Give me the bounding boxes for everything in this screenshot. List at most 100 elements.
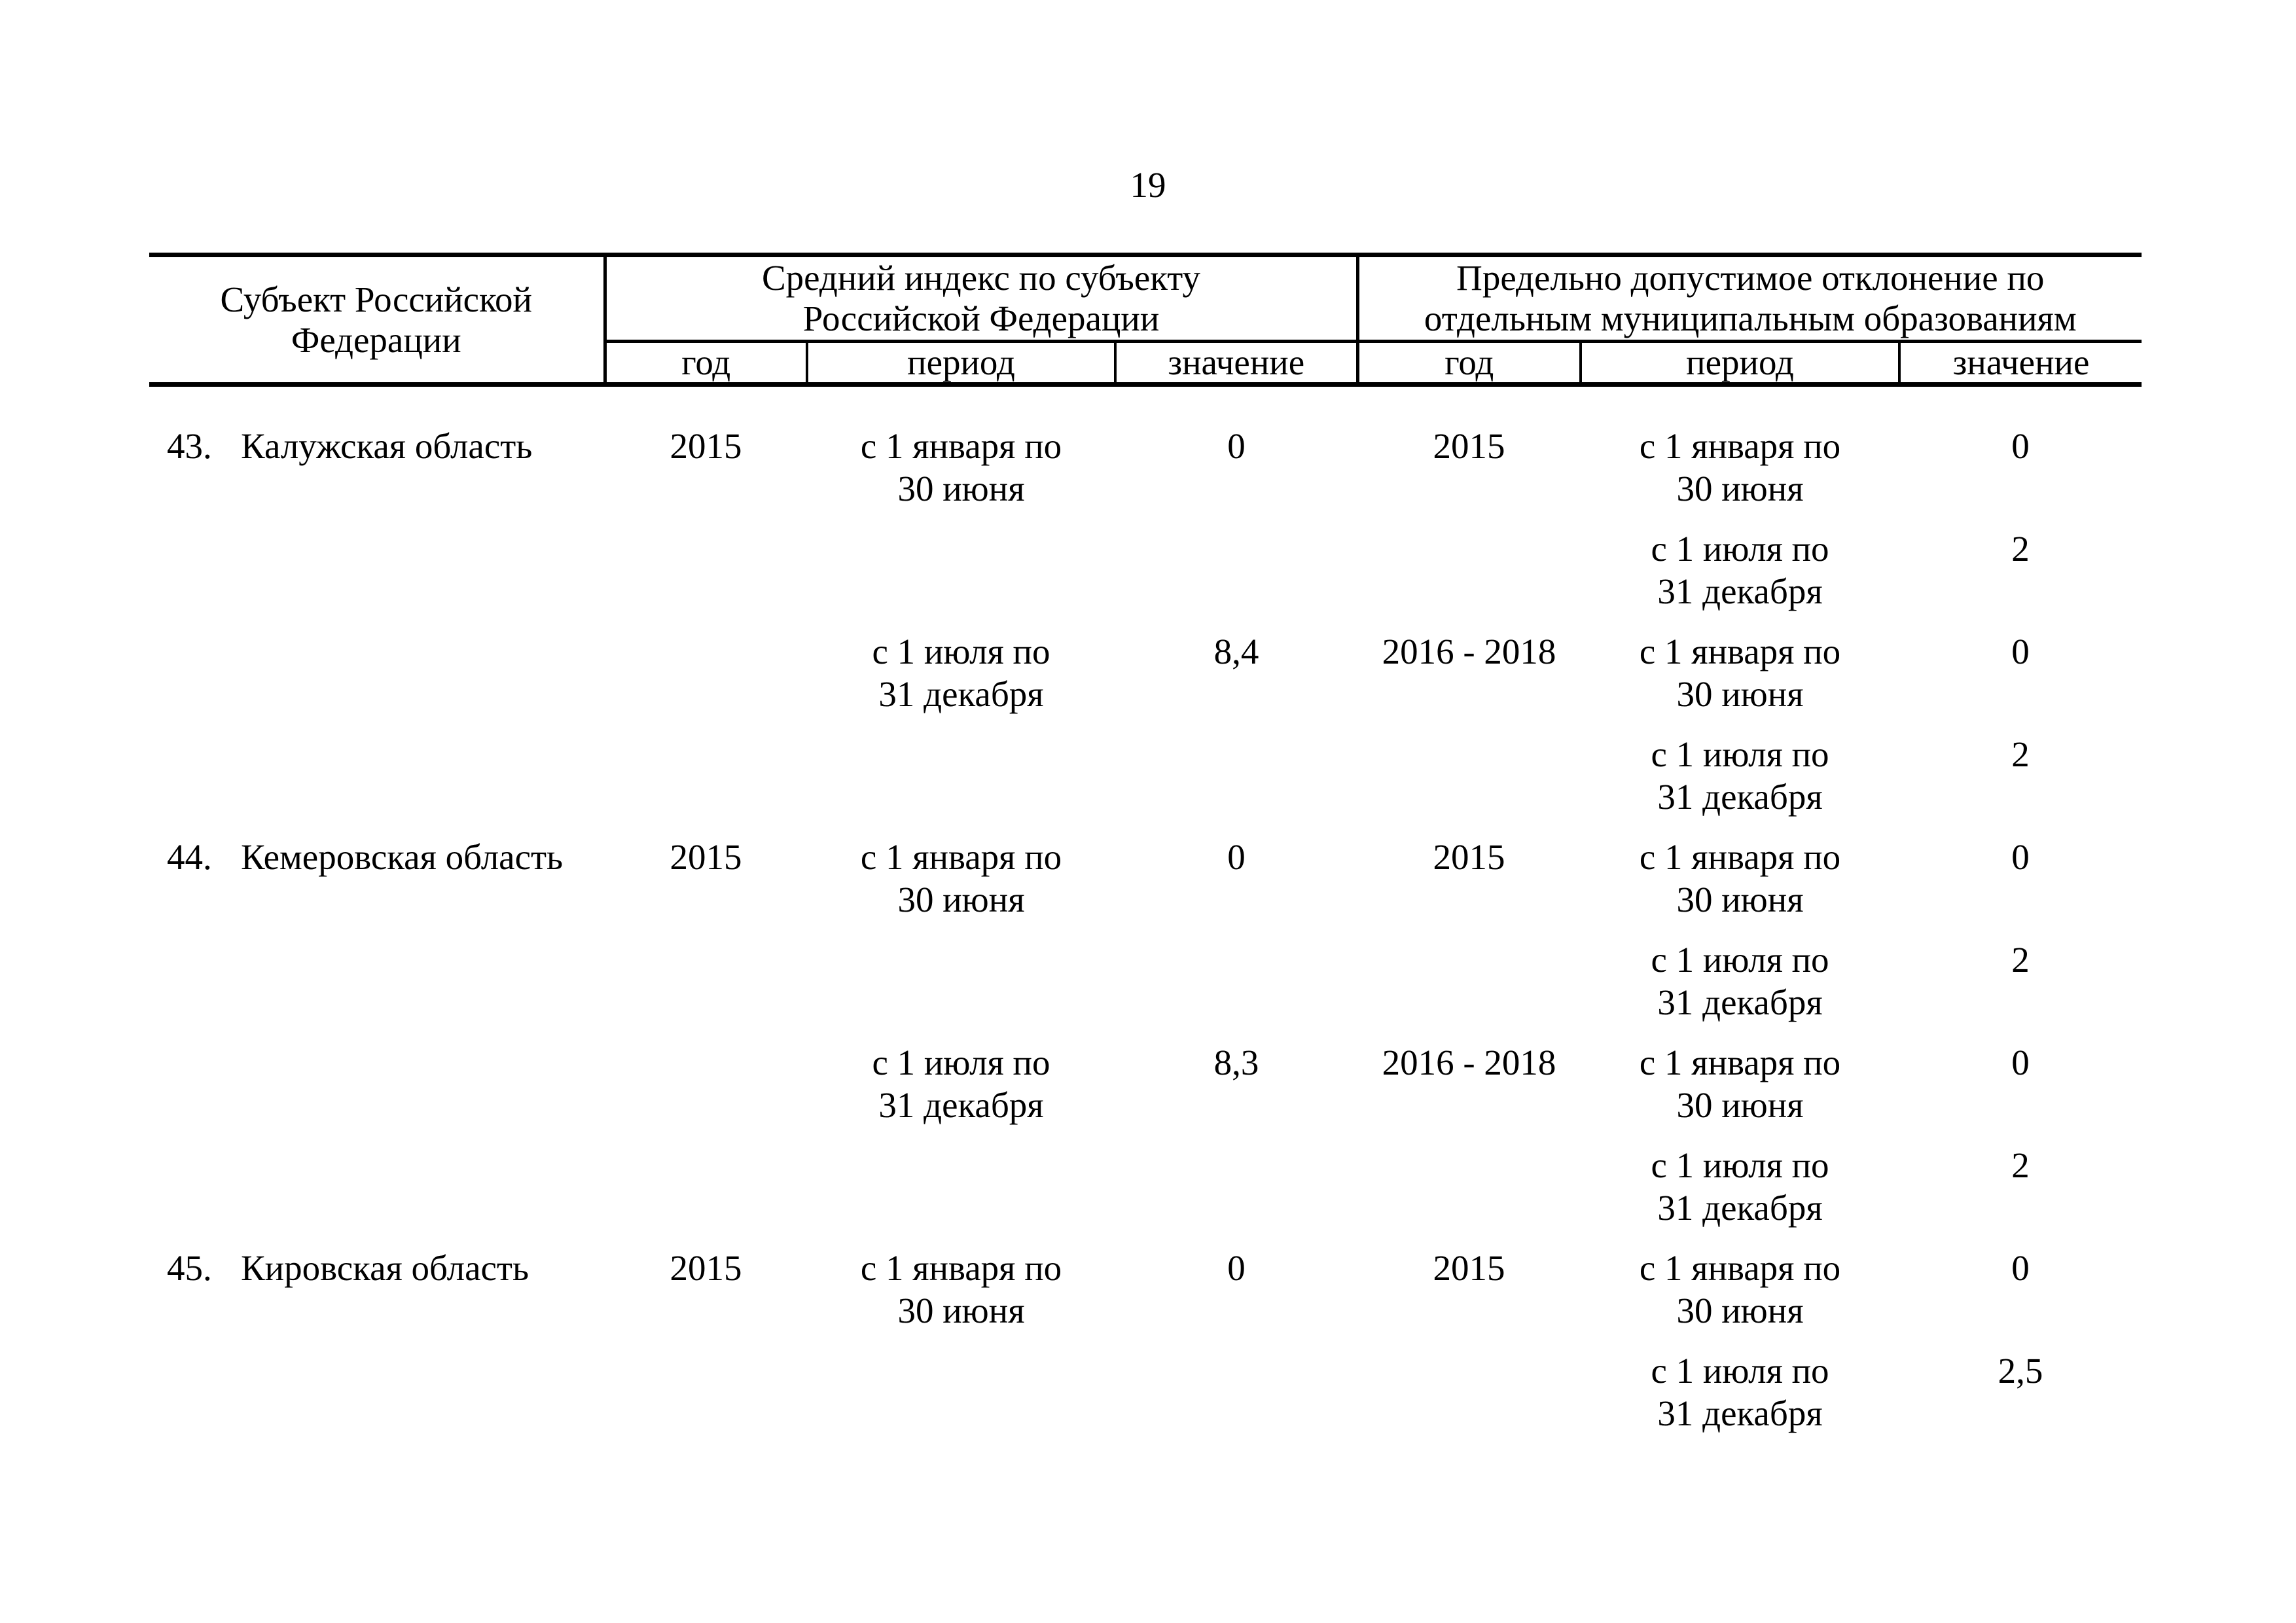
header-sub-row: год период значение год период значение (149, 341, 2142, 387)
header-dev-value: значение (1898, 341, 2142, 387)
cell-dev-value: 0 (2011, 1043, 2030, 1082)
cell-dev-period: с 1 июля по 31 декабря (1581, 510, 1899, 613)
period-line: с 1 января по (1639, 1248, 1841, 1288)
cell-avg-year (605, 921, 807, 1024)
period-line: с 1 января по (860, 837, 1062, 877)
cell-avg-period: с 1 июля по 31 декабря (807, 613, 1115, 715)
period-line: 31 декабря (1657, 1188, 1823, 1228)
header-group-dev-line: Предельно допустимое отклонение по (1456, 258, 2045, 298)
cell-avg-year (605, 715, 807, 818)
index-table: Субъект Российской Федерации Средний инд… (149, 253, 2142, 1435)
cell-dev-value: 2,5 (1998, 1351, 2043, 1391)
table-row: с 1 июля по 31 декабря 2,5 (149, 1332, 2142, 1435)
cell-dev-period: с 1 июля по 31 декабря (1581, 1126, 1899, 1229)
period-line: 30 июня (1676, 469, 1804, 508)
cell-dev-year: 2015 (1433, 426, 1505, 466)
cell-subject: 44. Кемеровская область (149, 818, 605, 921)
cell-subject: 45. Кировская область (149, 1229, 605, 1332)
cell-dev-year (1357, 715, 1581, 818)
cell-avg-year (605, 1024, 807, 1126)
header-group-avg-line: Средний индекс по субъекту (761, 258, 1201, 298)
header-group-row: Субъект Российской Федерации Средний инд… (149, 255, 2142, 387)
subject-name: Калужская область (241, 426, 533, 466)
cell-avg-period (807, 510, 1115, 613)
cell-dev-year (1357, 921, 1581, 1024)
table-row: с 1 июля по 31 декабря 8,3 2016 - 2018 с 1 я… (149, 1024, 2142, 1126)
cell-avg-value (1115, 1332, 1357, 1435)
cell-subject (149, 1126, 605, 1229)
period-line: с 1 января по (1639, 1043, 1841, 1082)
cell-dev-year: 2015 (1433, 837, 1505, 877)
period-line: 30 июня (1676, 674, 1804, 714)
period-line: с 1 июля по (1651, 734, 1829, 774)
period-line: 31 декабря (1657, 777, 1823, 817)
cell-dev-value: 2 (2011, 1145, 2030, 1185)
period-line: с 1 января по (860, 1248, 1062, 1288)
period-line: с 1 июля по (1651, 940, 1829, 980)
cell-avg-period: с 1 января по 30 июня (807, 385, 1115, 510)
cell-avg-period (807, 715, 1115, 818)
cell-dev-year (1357, 510, 1581, 613)
cell-avg-value: 8,4 (1213, 632, 1259, 671)
table-header: Субъект Российской Федерации Средний инд… (149, 255, 2142, 387)
period-line: 30 июня (897, 880, 1025, 919)
subject-name: Кемеровская область (241, 837, 564, 877)
cell-subject: 43. Калужская область (149, 385, 605, 510)
header-subject-line: Федерации (291, 319, 461, 360)
period-line: с 1 января по (1639, 837, 1841, 877)
subject-name: Кировская область (241, 1248, 529, 1288)
cell-dev-period: с 1 июля по 31 декабря (1581, 715, 1899, 818)
period-line: 31 декабря (1657, 1393, 1823, 1433)
period-line: с 1 января по (1639, 426, 1841, 466)
table-row: с 1 июля по 31 декабря 2 (149, 510, 2142, 613)
cell-avg-period: с 1 января по 30 июня (807, 818, 1115, 921)
cell-avg-period: с 1 января по 30 июня (807, 1229, 1115, 1332)
table-row: с 1 июля по 31 декабря 8,4 2016 - 2018 с 1 я… (149, 613, 2142, 715)
cell-dev-period: с 1 июля по 31 декабря (1581, 921, 1899, 1024)
cell-avg-year: 2015 (670, 1248, 742, 1288)
header-group-avg-index: Средний индекс по субъекту Российской Фе… (605, 255, 1359, 343)
table-row: с 1 июля по 31 декабря 2 (149, 921, 2142, 1024)
cell-avg-period (807, 921, 1115, 1024)
cell-avg-year (605, 1332, 807, 1435)
header-group-avg-line: Российской Федерации (802, 298, 1160, 338)
table-row: 43. Калужская область 2015 с 1 января по 30 … (149, 385, 2142, 510)
cell-avg-value (1115, 510, 1357, 613)
cell-avg-value: 8,3 (1213, 1043, 1259, 1082)
header-subject-line: Субъект Российской (220, 279, 532, 319)
cell-dev-value: 2 (2011, 529, 2030, 569)
period-line: 31 декабря (1657, 571, 1823, 611)
cell-avg-period (807, 1332, 1115, 1435)
cell-avg-year: 2015 (670, 837, 742, 877)
header-avg-period: период (806, 341, 1115, 387)
header-avg-year: год (605, 341, 807, 387)
period-line: 30 июня (1676, 1291, 1804, 1330)
cell-dev-year: 2015 (1433, 1248, 1505, 1288)
period-line: 31 декабря (878, 1085, 1044, 1125)
header-avg-value: значение (1113, 341, 1358, 387)
table-body: 43. Калужская область 2015 с 1 января по 30 … (149, 385, 2142, 1435)
period-line: с 1 января по (1639, 632, 1841, 671)
cell-dev-value: 0 (2011, 632, 2030, 671)
table-row: с 1 июля по 31 декабря 2 (149, 1126, 2142, 1229)
period-line: с 1 июля по (872, 1043, 1050, 1082)
cell-dev-period: с 1 января по 30 июня (1581, 818, 1899, 921)
cell-avg-year (605, 510, 807, 613)
cell-avg-period (807, 1126, 1115, 1229)
cell-dev-year (1357, 1332, 1581, 1435)
page-number: 19 (1130, 165, 1166, 205)
cell-dev-period: с 1 июля по 31 декабря (1581, 1332, 1899, 1435)
cell-dev-value: 0 (2011, 1248, 2030, 1288)
cell-dev-value: 2 (2011, 734, 2030, 774)
period-line: 31 декабря (878, 674, 1044, 714)
cell-avg-value: 0 (1227, 1248, 1246, 1288)
cell-subject (149, 613, 605, 715)
period-line: 31 декабря (1657, 982, 1823, 1022)
cell-subject (149, 1332, 605, 1435)
period-line: с 1 июля по (1651, 1145, 1829, 1185)
table-row: 44. Кемеровская область 2015 с 1 января по 3… (149, 818, 2142, 921)
row-number: 43. (167, 426, 212, 466)
cell-avg-year (605, 613, 807, 715)
period-line: 30 июня (897, 469, 1025, 508)
